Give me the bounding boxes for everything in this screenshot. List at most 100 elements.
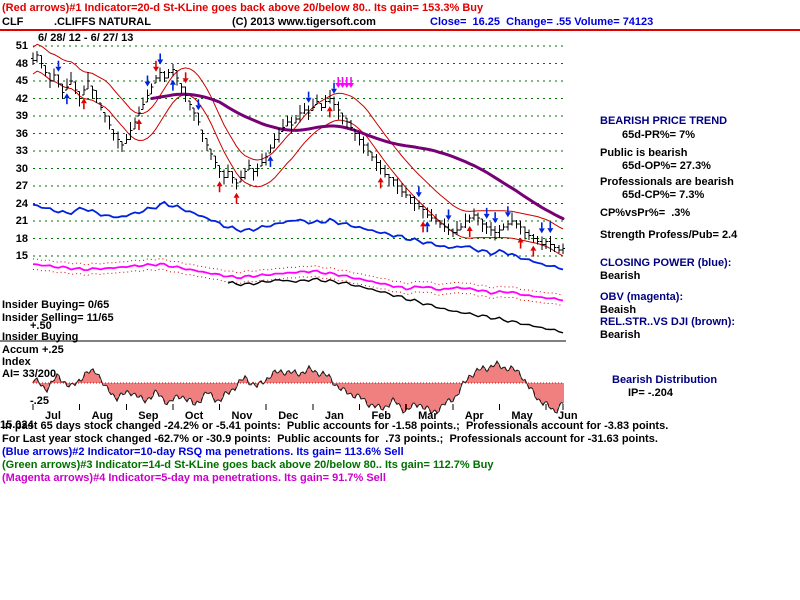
stats-line-65-days: In past 65 days stock changed -24.2% or … [2,420,669,432]
obv-upper-dotted-band [32,257,564,296]
red-buy-arrow-icon [517,237,524,243]
magenta-sell-arrow-icon [339,83,346,88]
blue-sell-arrow-icon [504,212,511,218]
x-axis-month-label: Dec [278,410,299,422]
date-range-label: 6/ 28/ 12 - 6/ 27/ 13 [38,32,134,44]
x-axis-month-label: Nov [231,410,253,422]
obv-heading: OBV (magenta): [600,291,684,303]
red-sell-arrow-icon [153,66,159,72]
blue-sell-arrow-icon [547,228,554,234]
strength-ratio-value: Strength Profess/Pub= 2.4 [600,229,738,241]
x-axis-month-label: Aug [91,410,114,422]
header-divider-rule [0,29,800,31]
x-axis-month-label: Sep [138,410,159,422]
x-axis-month-label: Jan [324,410,344,422]
distribution-ip-value: IP= -.204 [628,387,673,399]
red-buy-arrow-icon [530,245,537,251]
rel-str-status: Bearish [600,329,641,341]
x-axis-month-label: Mar [418,410,438,422]
red-buy-arrow-icon [466,226,473,231]
pr-percent-value: 65d-PR%= 7% [622,129,696,141]
blue-buy-arrow-icon [63,93,70,99]
accum-scale-minus25: -.25 [30,395,49,407]
red-buy-arrow-icon [377,177,384,183]
stock-name: .CLIFFS NATURAL [54,16,151,28]
obv-lower-dotted-band [32,268,564,307]
insider-selling-label: Insider Selling= 11/65 [2,312,114,324]
x-axis-month-label: Jul [45,410,61,422]
y-axis-price-label: 15 [15,250,28,262]
y-axis-price-label: 42 [15,92,28,105]
y-axis-price-label: 30 [15,162,28,175]
accum-index-histogram [32,361,564,414]
blue-sell-arrow-icon [305,97,312,103]
red-buy-arrow-icon [326,106,333,112]
x-axis-month-label: May [511,410,533,422]
accum-scale-plus25: +.25 [42,344,64,356]
blue-sell-arrow-icon [55,66,62,72]
red-buy-arrow-icon [80,98,87,104]
relative-strength-line [227,277,564,334]
magenta-sell-arrow-icon [343,83,350,88]
red-buy-arrow-icon [136,119,142,124]
y-axis-price-label: 39 [15,110,28,122]
ohlc-close-ticks [33,54,565,251]
x-axis-month-label: Oct [184,410,204,422]
ohlc-open-ticks [31,54,563,251]
ticker-symbol: CLF [2,16,24,28]
red-buy-arrow-icon [216,181,223,187]
insider-buying-label: Insider Buying= 0/65 [2,299,110,311]
blue-sell-arrow-icon [195,105,202,111]
copyright-text: (C) 2013 www.tigersoft.com [232,16,376,28]
distribution-heading: Bearish Distribution [612,374,718,386]
magenta-arrows-legend: (Magenta arrows)#4 Indicator=5-day ma pe… [2,472,386,484]
closing-power-line [32,200,564,271]
blue-sell-arrow-icon [331,88,337,94]
accum-title-line3: Index [2,356,31,368]
blue-buy-arrow-icon [267,155,274,161]
blue-sell-arrow-icon [483,213,490,219]
blue-sell-arrow-icon [445,215,452,221]
rel-str-heading: REL.STR..VS DJI (brown): [600,316,736,328]
overlapping-value-text: 15.024 [0,419,34,431]
y-axis-price-label: 33 [15,145,28,157]
accum-index-envelope [32,360,564,415]
y-axis-price-label: 48 [15,57,28,70]
y-axis-price-label: 24 [15,197,28,210]
red-arrows-indicator-line: (Red arrows)#1 Indicator=20-d St-KLine g… [2,2,484,14]
lower-band-line [32,70,564,257]
stats-line-last-year: For Last year stock changed -62.7% or -3… [2,433,658,445]
closing-power-status: Bearish [600,270,641,282]
y-axis-price-label: 45 [15,75,28,87]
blue-sell-arrow-icon [144,81,151,87]
magenta-sell-arrow-icon [335,83,342,88]
obv-line [32,262,564,302]
blue-sell-arrow-icon [492,218,499,224]
accum-title-line1: Insider Buying [2,331,79,343]
professionals-sentiment-label: Professionals are bearish [600,176,734,188]
blue-buy-arrow-icon [169,79,176,85]
blue-sell-arrow-icon [538,228,545,234]
x-axis-month-label: Jun [558,410,578,422]
accum-ai-value: AI= 33/200 [2,368,57,380]
blue-arrows-legend: (Blue arrows)#2 Indicator=10-day RSQ ma … [2,446,404,458]
long-term-ma-line [150,92,565,221]
y-axis-price-label: 21 [15,215,28,227]
y-axis-price-label: 36 [15,127,28,140]
x-axis-month-label: Apr [464,410,484,422]
red-buy-arrow-icon [420,221,427,227]
y-axis-price-label: 27 [15,180,28,192]
magenta-sell-arrow-icon [348,83,354,88]
blue-buy-arrow-icon [424,221,431,227]
closing-power-heading: CLOSING POWER (blue): [600,257,732,269]
accum-scale-plus50: +.50 [30,320,52,332]
y-axis-price-label: 51 [15,40,28,52]
blue-sell-arrow-icon [157,59,164,65]
cp-vs-pr-value: CP%vsPr%= .3% [600,207,691,219]
green-arrows-legend: (Green arrows)#3 Indicator=14-d St-KLine… [2,459,494,471]
accum-title-line2: Accum [2,344,39,356]
public-sentiment-label: Public is bearish [600,147,688,159]
y-axis-price-label: 18 [15,232,28,245]
